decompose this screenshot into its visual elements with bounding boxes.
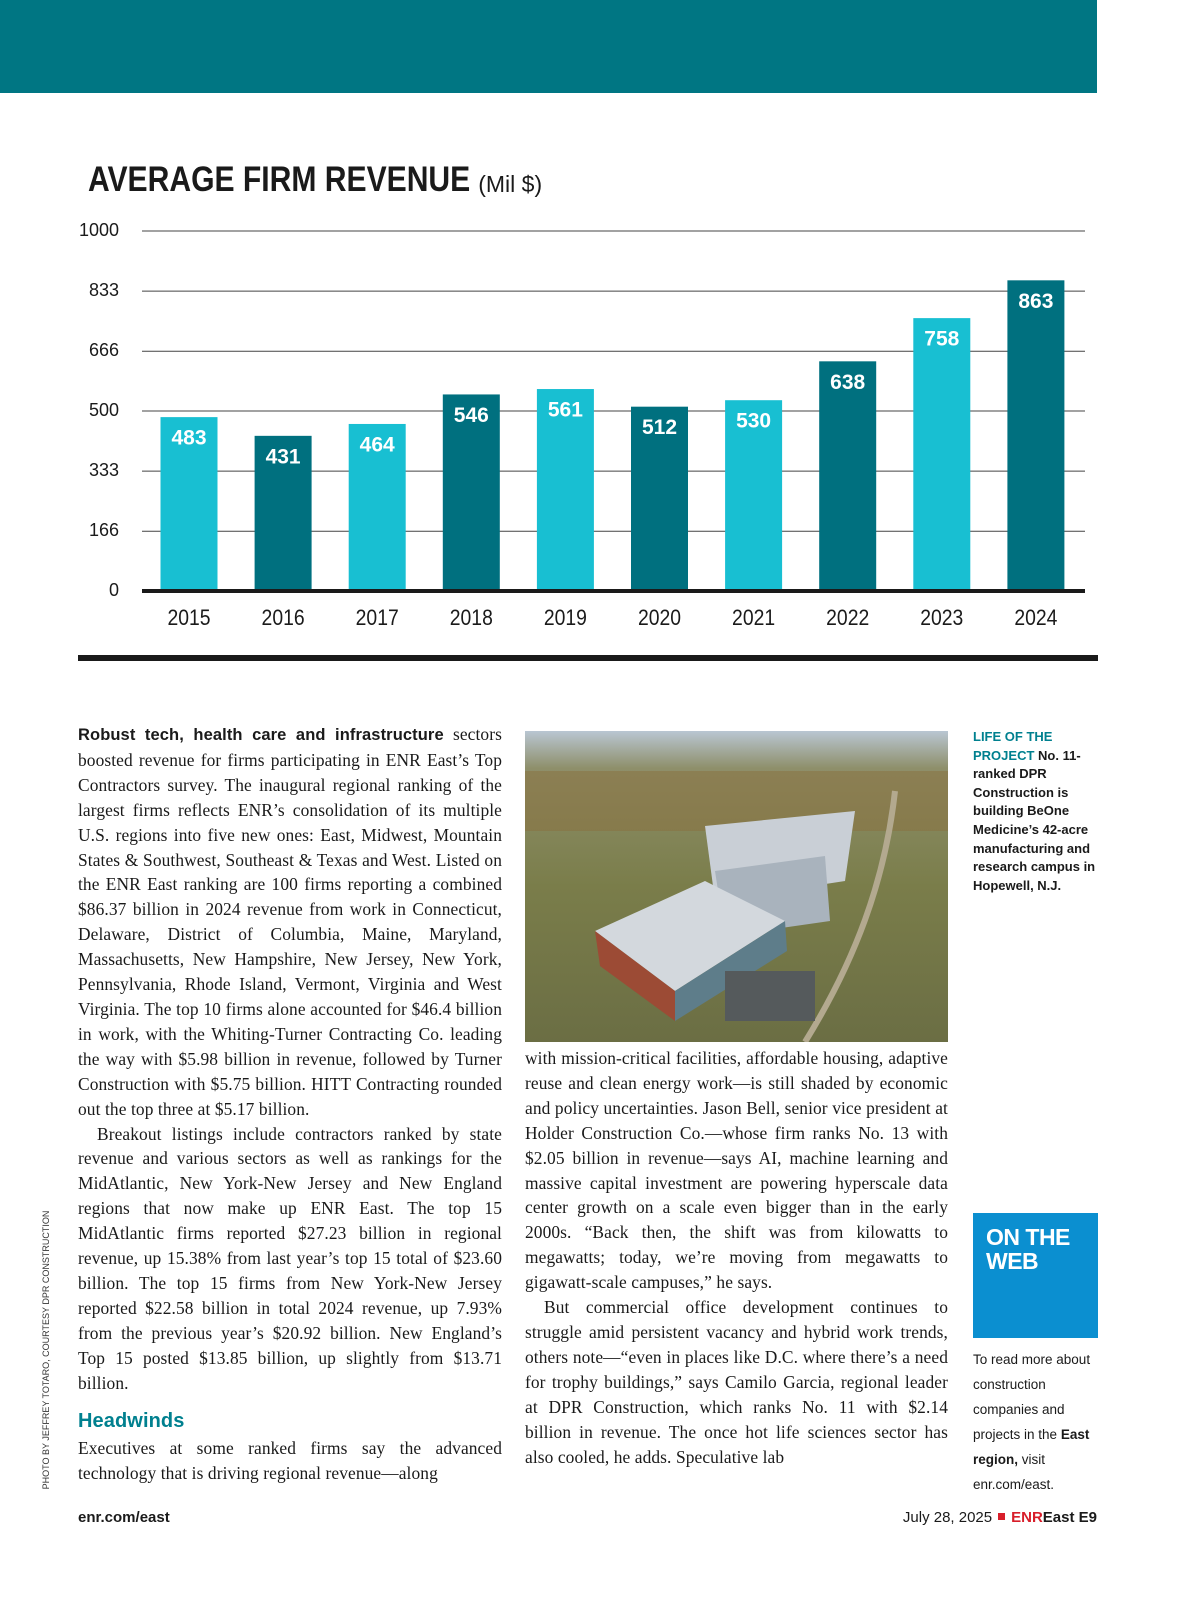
y-tick-label: 666 bbox=[89, 340, 119, 360]
y-tick-label: 0 bbox=[109, 580, 119, 600]
x-tick-label: 2022 bbox=[826, 606, 869, 630]
x-tick-label: 2015 bbox=[167, 606, 210, 630]
rule bbox=[78, 655, 1098, 661]
bar bbox=[725, 400, 783, 591]
y-tick-label: 1000 bbox=[79, 220, 119, 240]
bar bbox=[348, 423, 406, 591]
x-tick-label: 2017 bbox=[356, 606, 399, 630]
brand: ENR bbox=[1011, 1509, 1043, 1526]
header-band bbox=[0, 0, 1097, 93]
subheading: Headwinds bbox=[78, 1410, 185, 1433]
bar bbox=[536, 389, 594, 591]
bar bbox=[254, 435, 312, 591]
paragraph: Breakout listings include contractors ra… bbox=[78, 1123, 502, 1393]
data-label: 431 bbox=[266, 445, 301, 468]
footer-right: July 28, 2025 ENREast E9 bbox=[903, 1509, 1097, 1526]
chart-unit: (Mil $) bbox=[478, 171, 542, 197]
data-label: 546 bbox=[454, 404, 489, 427]
edition: East E9 bbox=[1042, 1509, 1097, 1526]
bar bbox=[819, 361, 877, 591]
caption-kicker: LIFE OF THE PROJECT bbox=[973, 729, 1053, 763]
bar bbox=[913, 318, 971, 591]
bar bbox=[442, 394, 500, 591]
chart-title: AVERAGE FIRM REVENUE bbox=[88, 159, 470, 199]
data-label: 638 bbox=[830, 371, 865, 394]
paragraph: with mission-critical facilities, afford… bbox=[525, 1048, 948, 1293]
text: sectors boosted revenue for firms partic… bbox=[78, 724, 502, 1119]
y-tick-label: 500 bbox=[89, 400, 119, 420]
chart: AVERAGE FIRM REVENUE (Mil $) 0 166 333 500 6… bbox=[78, 159, 1098, 661]
y-tick-label: 833 bbox=[89, 280, 119, 300]
data-label: 530 bbox=[736, 410, 771, 433]
x-tick-label: 2018 bbox=[450, 606, 493, 630]
text: East region, bbox=[973, 1427, 1090, 1467]
paragraph: But commercial office development contin… bbox=[525, 1297, 948, 1467]
data-label: 464 bbox=[360, 434, 395, 457]
footer-url: enr.com/east bbox=[78, 1509, 170, 1526]
data-label: 483 bbox=[171, 427, 206, 450]
photo bbox=[525, 731, 948, 1042]
x-tick-label: 2021 bbox=[732, 606, 775, 630]
paragraph: Robust tech, health care and infrastruct… bbox=[78, 722, 502, 1122]
column-2: with mission-critical facilities, afford… bbox=[525, 1046, 948, 1494]
bar bbox=[1007, 280, 1065, 591]
date: July 28, 2025 bbox=[902, 1509, 993, 1526]
data-label: 758 bbox=[924, 328, 959, 351]
x-tick-label: 2019 bbox=[544, 606, 587, 630]
text: visit enr.com/east. bbox=[973, 1452, 1055, 1492]
bar bbox=[160, 417, 218, 591]
x-tick-label: 2023 bbox=[920, 606, 963, 630]
data-label: 863 bbox=[1018, 290, 1053, 313]
sidebar-title: ON THE WEB bbox=[973, 1213, 1098, 1338]
caption-text: No. 11-ranked DPR Construction is buildi… bbox=[973, 747, 1096, 893]
data-label: 561 bbox=[548, 399, 583, 422]
paragraph: Executives at some ranked firms say the … bbox=[78, 1438, 502, 1484]
text: To read more about construction companie… bbox=[973, 1352, 1091, 1442]
photo-credit: PHOTO BY JEFFREY TOTARO, COURTESY DPR CO… bbox=[41, 1210, 51, 1490]
y-tick-label: 333 bbox=[89, 460, 119, 480]
bullet bbox=[998, 1513, 1006, 1520]
x-tick-label: 2024 bbox=[1014, 606, 1057, 630]
lead: Robust tech, health care and infrastruct… bbox=[78, 726, 444, 744]
column-1: Robust tech, health care and infrastruct… bbox=[78, 722, 502, 1494]
sidebar-text: To read more about construction companie… bbox=[973, 1347, 1097, 1497]
y-tick-label: 166 bbox=[89, 520, 119, 540]
photo-caption: LIFE OF THE PROJECT No. 11-ranked DPR Co… bbox=[973, 728, 1097, 895]
x-tick-label: 2016 bbox=[262, 606, 305, 630]
x-tick-label: 2020 bbox=[638, 606, 681, 630]
bar bbox=[631, 406, 688, 591]
data-label: 512 bbox=[642, 416, 677, 439]
